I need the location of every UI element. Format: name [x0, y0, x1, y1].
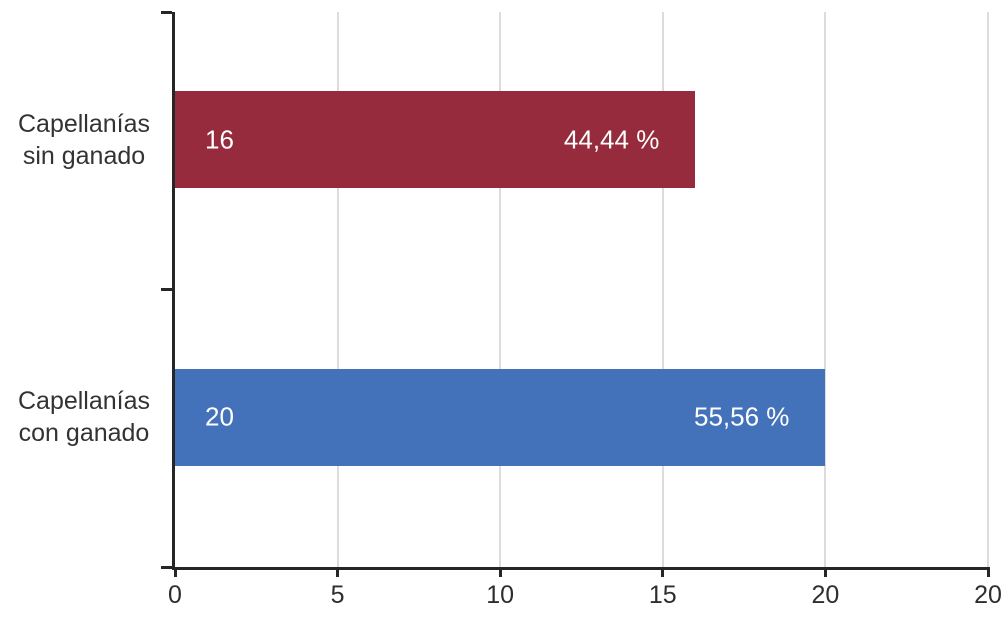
y-axis-tick: [161, 565, 172, 569]
category-label-line: con ganado: [18, 419, 150, 447]
x-axis-tick: [336, 567, 340, 577]
x-axis-tick: [661, 567, 665, 577]
gridline: [336, 12, 339, 567]
bar-percent-label: 44,44 %: [563, 124, 660, 154]
bar-con-ganado: 20 55,56 %: [175, 368, 826, 466]
x-tick-label: 20: [974, 581, 1002, 609]
category-label-line: Capellanías: [17, 387, 151, 415]
y-axis-line: [172, 12, 175, 570]
gridline: [661, 12, 664, 567]
x-tick-label: 10: [486, 581, 515, 609]
x-tick-label: 5: [330, 581, 345, 609]
category-label-line: Capellanías: [17, 109, 151, 138]
x-axis-line: [172, 567, 988, 570]
category-label: Capellanías sin ganado: [0, 108, 168, 172]
bar-value-label: 20: [205, 401, 234, 432]
x-axis-tick: [498, 567, 502, 577]
y-axis-tick: [161, 288, 172, 291]
gridline: [824, 12, 827, 567]
bar-sin-ganado: 16 44,44 %: [175, 91, 696, 188]
bar-value-label: 16: [205, 124, 234, 154]
x-tick-label: 20: [811, 581, 840, 609]
gridline: [499, 12, 502, 567]
gridline: [987, 12, 989, 567]
bar-percent-label: 55,56 %: [693, 401, 790, 432]
x-tick-label: 15: [648, 581, 677, 609]
plot-area: 0 5 10 15 20 20 16 44,44 % 20 55,56 %: [161, 10, 1002, 609]
x-axis-tick: [173, 567, 177, 577]
x-axis-tick: [823, 567, 827, 577]
y-axis-tick: [161, 10, 172, 14]
category-label: Capellanías con ganado: [0, 385, 168, 449]
x-tick-label: 0: [168, 581, 182, 609]
category-label-line: sin ganado: [22, 141, 146, 170]
x-axis-tick: [986, 567, 990, 577]
